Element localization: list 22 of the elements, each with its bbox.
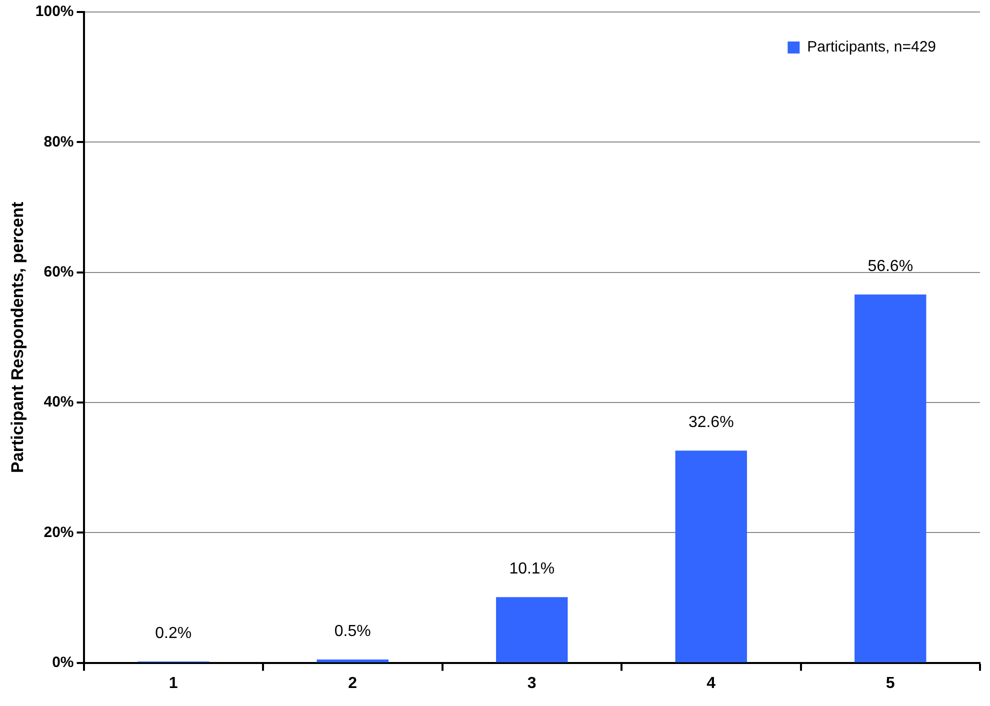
y-tick-label: 80%: [44, 133, 74, 150]
data-label: 56.6%: [868, 258, 914, 275]
data-label: 0.5%: [334, 622, 371, 640]
x-tick-label: 4: [706, 674, 716, 692]
bar: [496, 597, 568, 662]
data-label: 32.6%: [688, 414, 734, 432]
bar: [854, 294, 926, 662]
x-tick-label: 1: [168, 674, 178, 692]
data-label: 0.2%: [155, 624, 192, 642]
y-tick-label: 60%: [44, 263, 74, 280]
x-tick-label: 3: [527, 674, 536, 692]
bar: [316, 660, 388, 662]
y-tick-label: 40%: [44, 394, 74, 411]
x-tick-label: 5: [886, 674, 895, 692]
y-axis-title: Participant Respondents, percent: [8, 202, 27, 473]
y-tick-label: 100%: [35, 3, 74, 20]
y-tick-label: 0%: [52, 654, 74, 671]
y-tick-label: 20%: [44, 524, 74, 541]
bar: [675, 450, 747, 662]
legend-label: Participants, n=429: [807, 38, 936, 56]
x-tick-label: 2: [348, 674, 358, 692]
data-label: 10.1%: [509, 560, 555, 578]
